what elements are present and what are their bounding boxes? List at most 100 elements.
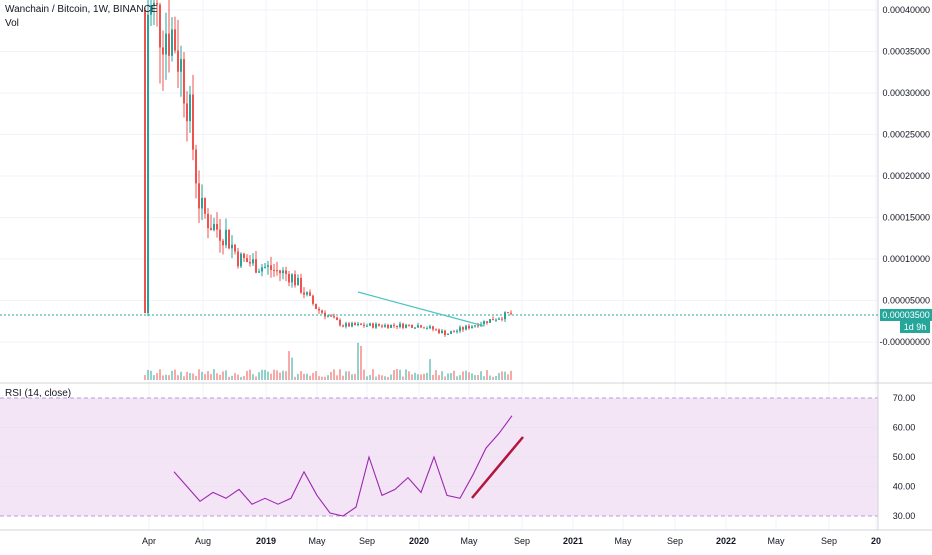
volume-bar <box>231 375 233 380</box>
volume-bar <box>351 374 353 380</box>
candle-body <box>459 327 461 331</box>
volume-bar <box>339 369 341 380</box>
candle-body <box>249 261 251 264</box>
volume-bar <box>486 370 488 380</box>
volume-bar <box>165 374 167 380</box>
candle-body <box>345 323 347 327</box>
candle-body <box>495 319 497 321</box>
candle-body <box>267 265 269 267</box>
volume-bar <box>228 376 230 380</box>
volume-label[interactable]: Vol <box>5 18 19 29</box>
candle-body <box>246 258 248 262</box>
candle-body <box>165 33 167 55</box>
volume-bar <box>420 374 422 380</box>
candle-body <box>219 229 221 241</box>
volume-bar <box>243 376 245 380</box>
rsi-ascending-trendline[interactable] <box>471 436 524 499</box>
candle-body <box>462 327 464 330</box>
volume-bar <box>306 373 308 380</box>
volume-bar <box>366 376 368 380</box>
symbol-title[interactable]: Wanchain / Bitcoin, 1W, BINANCE <box>5 4 158 15</box>
candle-body <box>498 318 500 320</box>
volume-bar <box>150 370 152 380</box>
volume-bar <box>309 375 311 380</box>
volume-bar <box>363 369 365 380</box>
time-tick-label: May <box>614 536 632 546</box>
volume-bar <box>426 372 428 380</box>
candle-body <box>258 271 260 273</box>
candle-body <box>273 269 275 271</box>
candle-body <box>279 270 281 274</box>
volume-bar <box>261 369 263 380</box>
candle-body <box>450 331 452 334</box>
volume-bar <box>258 372 260 380</box>
candle-body <box>264 266 266 268</box>
candle-body <box>159 4 161 48</box>
candle-body <box>354 323 356 326</box>
candle-body <box>483 321 485 325</box>
candle-body <box>372 323 374 328</box>
volume-bar <box>372 369 374 380</box>
candle-body <box>150 5 152 15</box>
candle-body <box>366 325 368 327</box>
volume-bar <box>294 376 296 380</box>
candle-body <box>291 274 293 283</box>
volume-bar <box>498 373 500 380</box>
time-tick-label: 2019 <box>256 536 276 546</box>
volume-bar <box>264 369 266 380</box>
time-tick-label: Aug <box>195 536 211 546</box>
rsi-axis[interactable]: 70.00 60.00 50.00 40.00 30.00 <box>893 393 916 521</box>
candle-body <box>348 323 350 327</box>
time-tick-label: Sep <box>514 536 530 546</box>
candle-body <box>420 325 422 328</box>
candle-body <box>447 333 449 336</box>
candle-body <box>300 277 302 293</box>
volume-bar <box>423 373 425 380</box>
candle-body <box>168 33 170 56</box>
volume-bar <box>171 370 173 380</box>
volume-bar <box>222 371 224 380</box>
volume-bar <box>162 375 164 380</box>
candle-body <box>429 326 431 329</box>
rsi-tick-label: 30.00 <box>893 511 916 521</box>
candle-body <box>174 29 176 51</box>
price-axis[interactable]: 0.00040000 0.00035000 0.00030000 0.00025000… <box>879 5 930 347</box>
candle-body <box>210 228 212 231</box>
candle-body <box>423 327 425 329</box>
candle-body <box>189 94 191 122</box>
candle-body <box>456 330 458 332</box>
volume-bar <box>375 376 377 380</box>
candle-body <box>342 325 344 327</box>
descending-trendline[interactable] <box>357 291 485 327</box>
volume-bar <box>408 371 410 380</box>
candle-body <box>192 94 194 150</box>
candle-body <box>330 315 332 317</box>
volume-bar <box>333 369 335 380</box>
volume-bar <box>438 375 440 380</box>
volume-bar <box>270 373 272 380</box>
candle-body <box>285 270 287 274</box>
volume-bar <box>504 371 506 380</box>
time-tick-label: Apr <box>142 536 156 546</box>
candle-body <box>432 326 434 330</box>
volume-bar <box>276 370 278 380</box>
candle-body <box>414 327 416 329</box>
volume-bar <box>411 374 413 380</box>
rsi-title[interactable]: RSI (14, close) <box>5 388 72 399</box>
volume-bar <box>474 375 476 380</box>
candle-body <box>144 10 146 314</box>
candle-body <box>309 292 311 296</box>
volume-bar <box>489 375 491 380</box>
volume-bar <box>369 375 371 380</box>
volume-bar <box>177 375 179 380</box>
candle-body <box>303 292 305 295</box>
volume-bar <box>204 374 206 380</box>
time-axis[interactable]: Apr Aug 2019 May Sep 2020 May Sep 2021 May Sep 2022… <box>142 536 881 546</box>
time-tick-label: 2020 <box>409 536 429 546</box>
candle-body <box>237 251 239 267</box>
candle-body <box>231 244 233 249</box>
time-tick-label: May <box>767 536 785 546</box>
candle-body <box>306 292 308 295</box>
